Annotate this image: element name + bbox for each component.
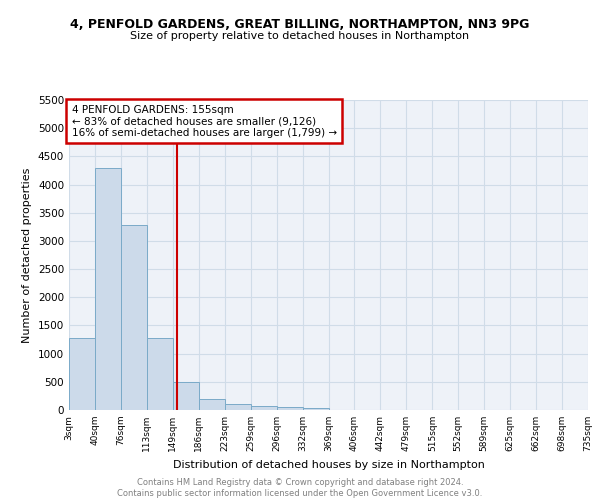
- Text: 4, PENFOLD GARDENS, GREAT BILLING, NORTHAMPTON, NN3 9PG: 4, PENFOLD GARDENS, GREAT BILLING, NORTH…: [70, 18, 530, 30]
- Bar: [302, 408, 329, 410]
- Bar: [147, 338, 173, 410]
- Bar: [121, 225, 147, 410]
- Bar: [225, 404, 251, 410]
- Text: Size of property relative to detached houses in Northampton: Size of property relative to detached ho…: [130, 31, 470, 41]
- Text: Contains HM Land Registry data © Crown copyright and database right 2024.
Contai: Contains HM Land Registry data © Crown c…: [118, 478, 482, 498]
- Y-axis label: Number of detached properties: Number of detached properties: [22, 168, 32, 342]
- Bar: [251, 406, 277, 410]
- Text: 4 PENFOLD GARDENS: 155sqm
← 83% of detached houses are smaller (9,126)
16% of se: 4 PENFOLD GARDENS: 155sqm ← 83% of detac…: [71, 104, 337, 138]
- X-axis label: Distribution of detached houses by size in Northampton: Distribution of detached houses by size …: [173, 460, 484, 469]
- Bar: [199, 398, 224, 410]
- Bar: [173, 382, 199, 410]
- Bar: [277, 407, 302, 410]
- Bar: [95, 168, 121, 410]
- Bar: [69, 338, 95, 410]
